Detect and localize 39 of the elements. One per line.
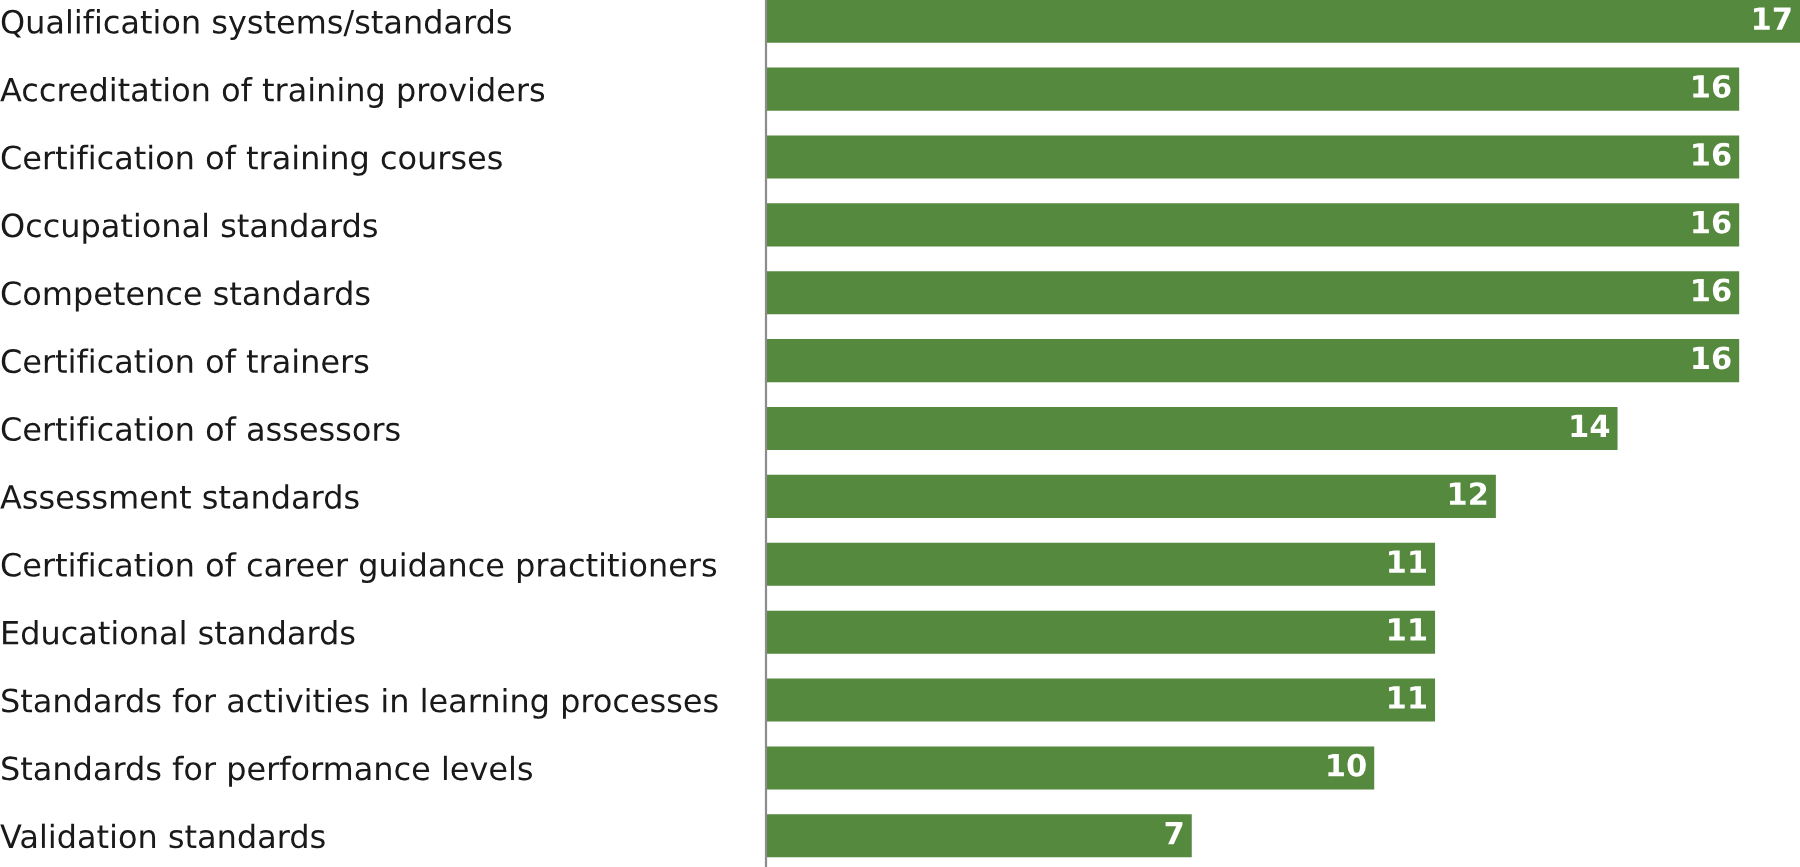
data-label: 14 xyxy=(1571,414,1610,437)
data-label: 11 xyxy=(1389,618,1427,641)
bar xyxy=(766,610,1436,654)
bar xyxy=(766,203,1740,247)
data-label: 11 xyxy=(1389,550,1427,573)
data-label: 16 xyxy=(1693,346,1731,370)
y-tick-label: Occupational standards xyxy=(1,212,377,244)
y-tick-label: Educational standards xyxy=(3,620,355,645)
bar xyxy=(766,474,1496,518)
bar xyxy=(766,678,1436,722)
y-tick-label: Standards for performance levels xyxy=(2,755,532,787)
data-label: 16 xyxy=(1693,278,1731,302)
y-tick-label: Accreditation of training providers xyxy=(0,76,545,108)
data-label: 16 xyxy=(1693,142,1731,166)
bar xyxy=(766,406,1618,451)
y-tick-label: Qualification systems/standards xyxy=(1,9,511,41)
bar xyxy=(766,339,1740,383)
y-tick-label: Assessment standards xyxy=(0,484,359,509)
data-label: 16 xyxy=(1693,210,1731,234)
data-label: 17 xyxy=(1753,7,1791,30)
bar xyxy=(766,542,1436,586)
y-tick-label: Standards for activities in learning processes xyxy=(2,687,718,719)
y-tick-label: Certification of trainers xyxy=(1,348,369,374)
y-tick-label: Competence standards xyxy=(1,280,370,312)
data-label: 11 xyxy=(1389,686,1427,709)
bar xyxy=(766,814,1192,858)
data-label: 12 xyxy=(1449,482,1487,505)
bar xyxy=(766,271,1740,315)
y-tick-label: Certification of assessors xyxy=(1,416,400,442)
bar xyxy=(766,746,1375,790)
y-tick-label: Validation standards xyxy=(0,823,325,849)
y-tick-label: Certification of training courses xyxy=(1,144,502,176)
data-label: 10 xyxy=(1328,753,1366,777)
data-label: 7 xyxy=(1165,821,1183,845)
bar xyxy=(766,67,1740,111)
data-label: 16 xyxy=(1693,74,1731,98)
bar xyxy=(766,135,1740,179)
y-tick-label: Certification of career guidance practitioners xyxy=(1,552,717,584)
bar xyxy=(766,0,1800,43)
